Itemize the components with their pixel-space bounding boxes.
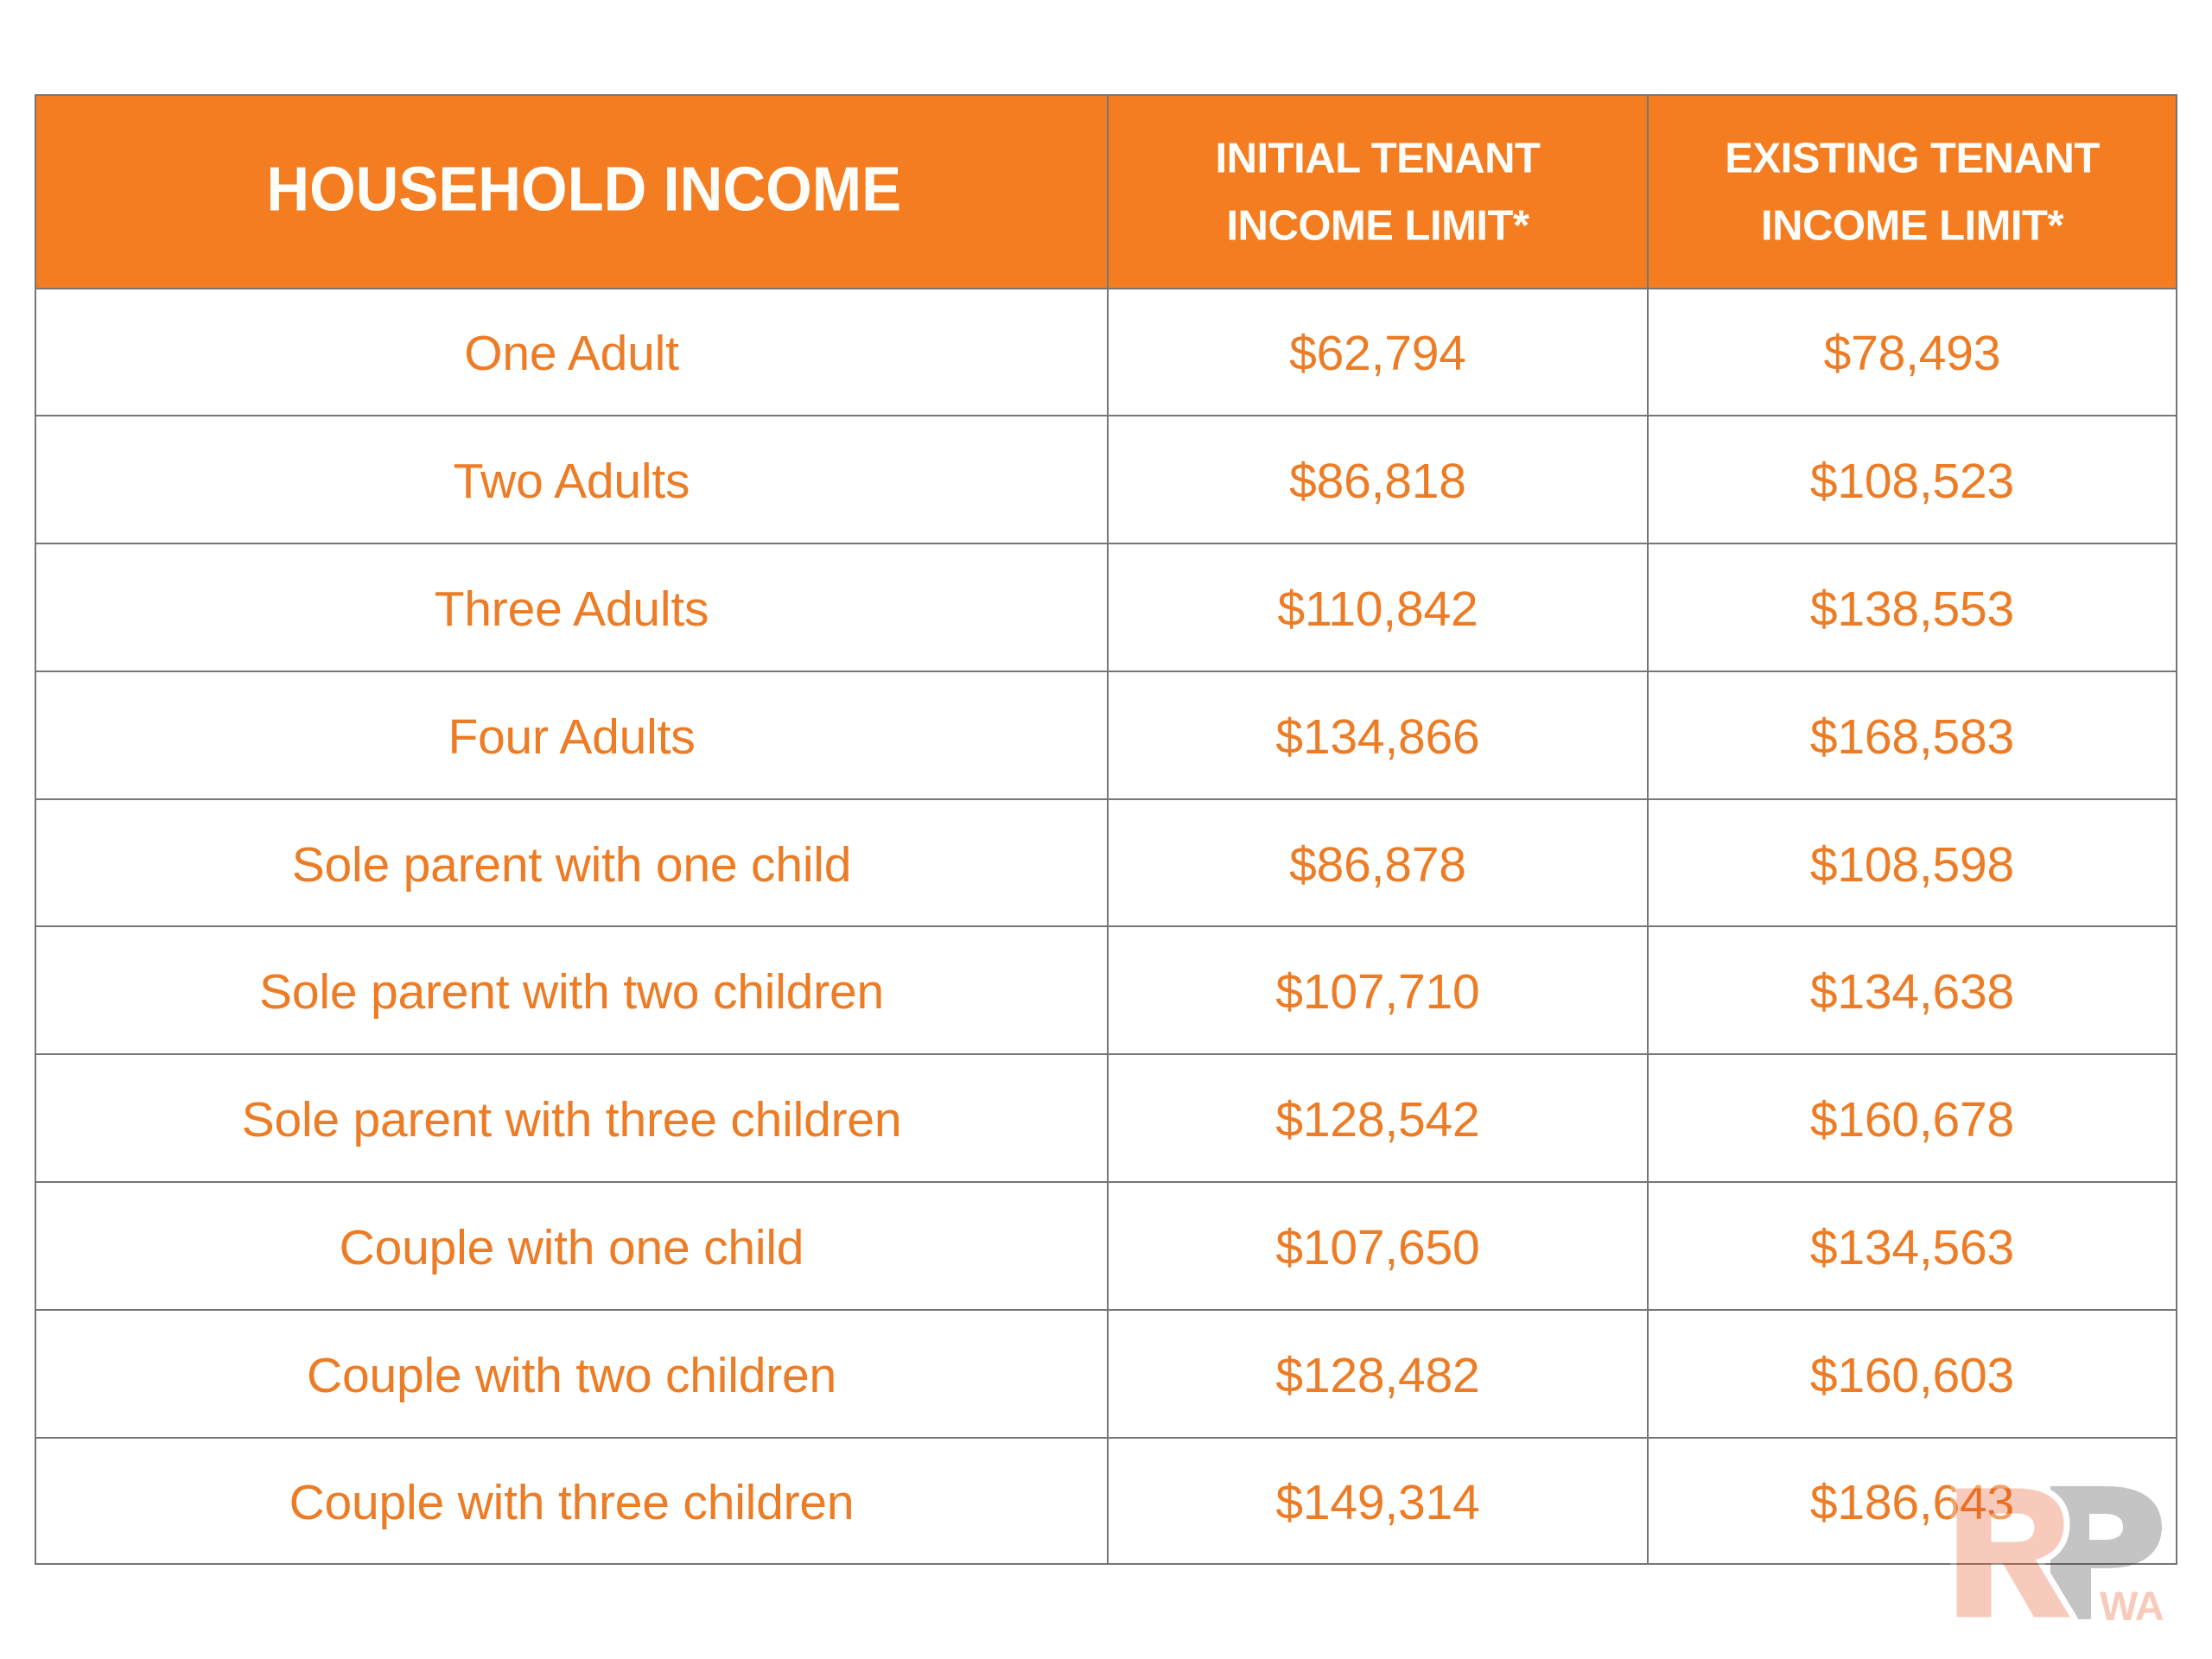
svg-text:WA: WA: [2100, 1583, 2164, 1629]
